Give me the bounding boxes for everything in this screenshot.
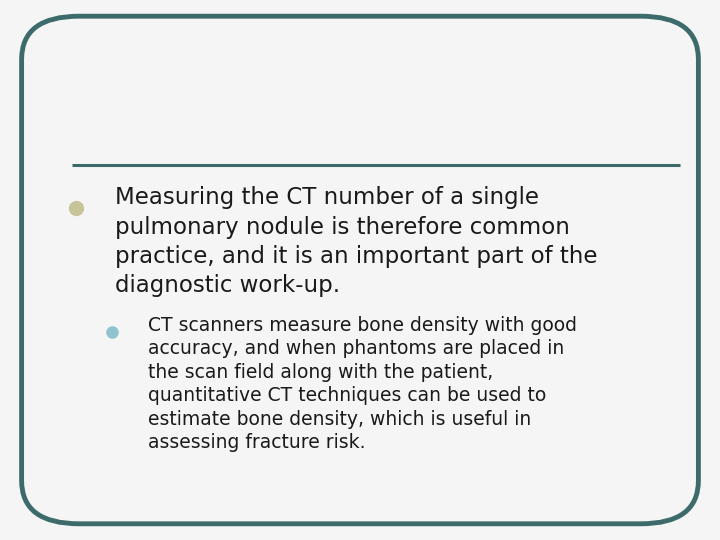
Text: Measuring the CT number of a single
pulmonary nodule is therefore common
practic: Measuring the CT number of a single pulm…	[115, 186, 598, 297]
Text: CT scanners measure bone density with good
accuracy, and when phantoms are place: CT scanners measure bone density with go…	[148, 316, 577, 453]
FancyBboxPatch shape	[22, 16, 698, 524]
